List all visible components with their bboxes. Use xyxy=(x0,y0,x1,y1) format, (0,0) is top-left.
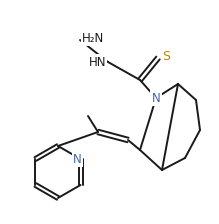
Text: HN: HN xyxy=(88,56,106,69)
Text: H₂N: H₂N xyxy=(82,32,104,45)
Text: S: S xyxy=(162,50,170,62)
Text: N: N xyxy=(152,91,160,105)
Text: N: N xyxy=(73,153,82,166)
